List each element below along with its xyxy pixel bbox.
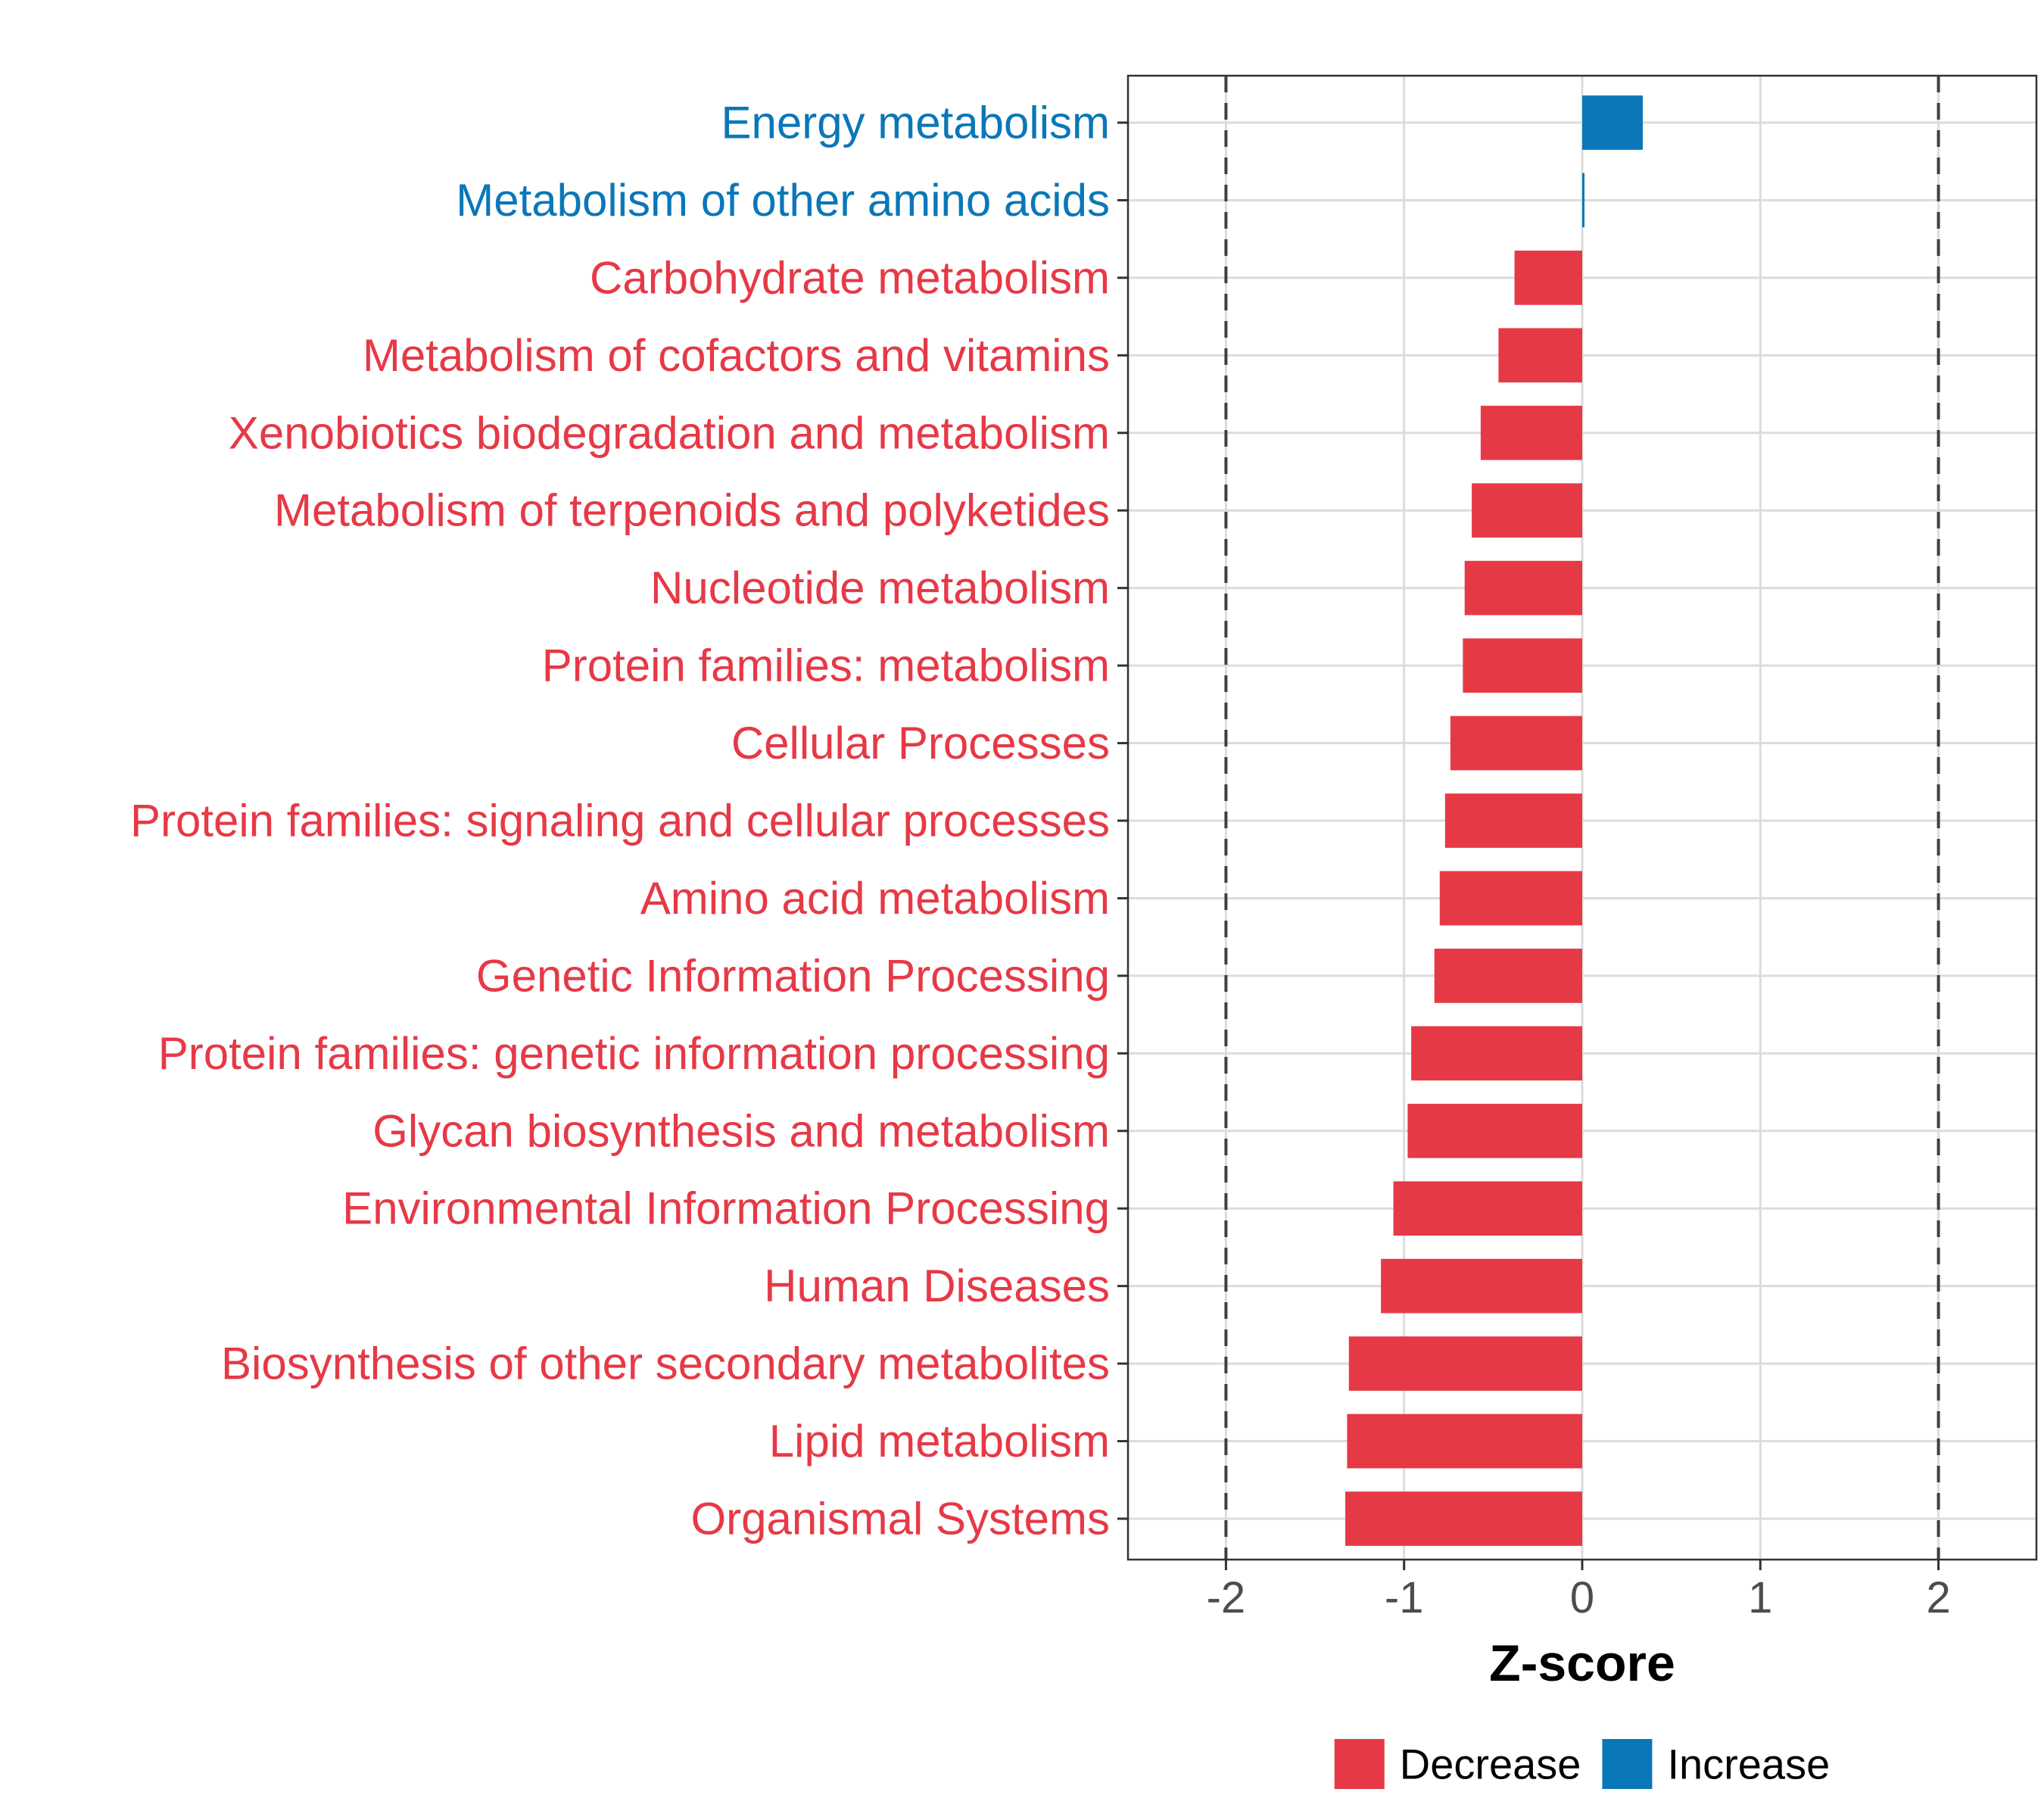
bar <box>1498 328 1582 383</box>
bar <box>1464 560 1582 616</box>
category-label: Cellular Processes <box>731 718 1110 768</box>
category-label: Environmental Information Processing <box>342 1183 1110 1234</box>
legend-label: Decrease <box>1400 1741 1581 1788</box>
x-tick-label: 1 <box>1748 1573 1772 1622</box>
bar <box>1444 793 1582 848</box>
category-label: Genetic Information Processing <box>476 950 1110 1001</box>
legend-swatch <box>1334 1739 1385 1789</box>
bar <box>1450 715 1582 771</box>
category-label: Metabolism of terpenoids and polyketides <box>274 485 1110 536</box>
category-label: Amino acid metabolism <box>640 873 1110 924</box>
bar <box>1472 483 1582 538</box>
category-label: Protein families: metabolism <box>542 640 1110 691</box>
bar <box>1411 1026 1582 1081</box>
category-label: Carbohydrate metabolism <box>590 252 1110 303</box>
category-label: Protein families: genetic information pr… <box>158 1028 1110 1079</box>
bar <box>1514 251 1582 305</box>
x-tick-label: -2 <box>1207 1573 1246 1622</box>
bar <box>1582 95 1643 150</box>
category-label: Glycan biosynthesis and metabolism <box>372 1105 1110 1156</box>
bar <box>1393 1181 1582 1236</box>
bar <box>1348 1336 1582 1391</box>
legend: Decrease Increase <box>1334 1739 1830 1789</box>
category-label: Organismal Systems <box>691 1494 1110 1544</box>
bar <box>1480 405 1582 460</box>
category-labels: Energy metabolism Metabolism of other ami… <box>130 98 1110 1544</box>
bar <box>1347 1413 1582 1469</box>
y-axis-ticks <box>1117 121 1128 1520</box>
x-axis-ticks: -2 -1 0 1 2 <box>1207 1560 1951 1622</box>
bar <box>1439 871 1582 926</box>
category-label: Xenobiotics biodegradation and metabolis… <box>229 407 1110 458</box>
x-axis-title: Z-score <box>1489 1635 1675 1692</box>
category-label: Nucleotide metabolism <box>650 563 1110 613</box>
bar <box>1582 173 1584 228</box>
category-label: Human Diseases <box>764 1261 1110 1311</box>
legend-label: Increase <box>1667 1741 1830 1788</box>
bar <box>1345 1491 1582 1546</box>
category-label: Metabolism of other amino acids <box>456 175 1110 226</box>
bars <box>1345 95 1643 1546</box>
category-label: Biosynthesis of other secondary metaboli… <box>221 1339 1110 1389</box>
reference-lines <box>1224 76 1940 1560</box>
category-label: Metabolism of cofactors and vitamins <box>363 330 1110 381</box>
bar <box>1381 1258 1582 1314</box>
bar <box>1463 638 1582 693</box>
category-label: Energy metabolism <box>721 98 1110 148</box>
bar <box>1407 1103 1582 1158</box>
bar <box>1434 949 1582 1003</box>
x-tick-label: 2 <box>1926 1573 1950 1622</box>
x-tick-label: -1 <box>1385 1573 1424 1622</box>
legend-swatch <box>1602 1739 1653 1789</box>
x-tick-label: 0 <box>1570 1573 1594 1622</box>
category-label: Lipid metabolism <box>769 1416 1110 1466</box>
category-label: Protein families: signaling and cellular… <box>130 796 1110 846</box>
